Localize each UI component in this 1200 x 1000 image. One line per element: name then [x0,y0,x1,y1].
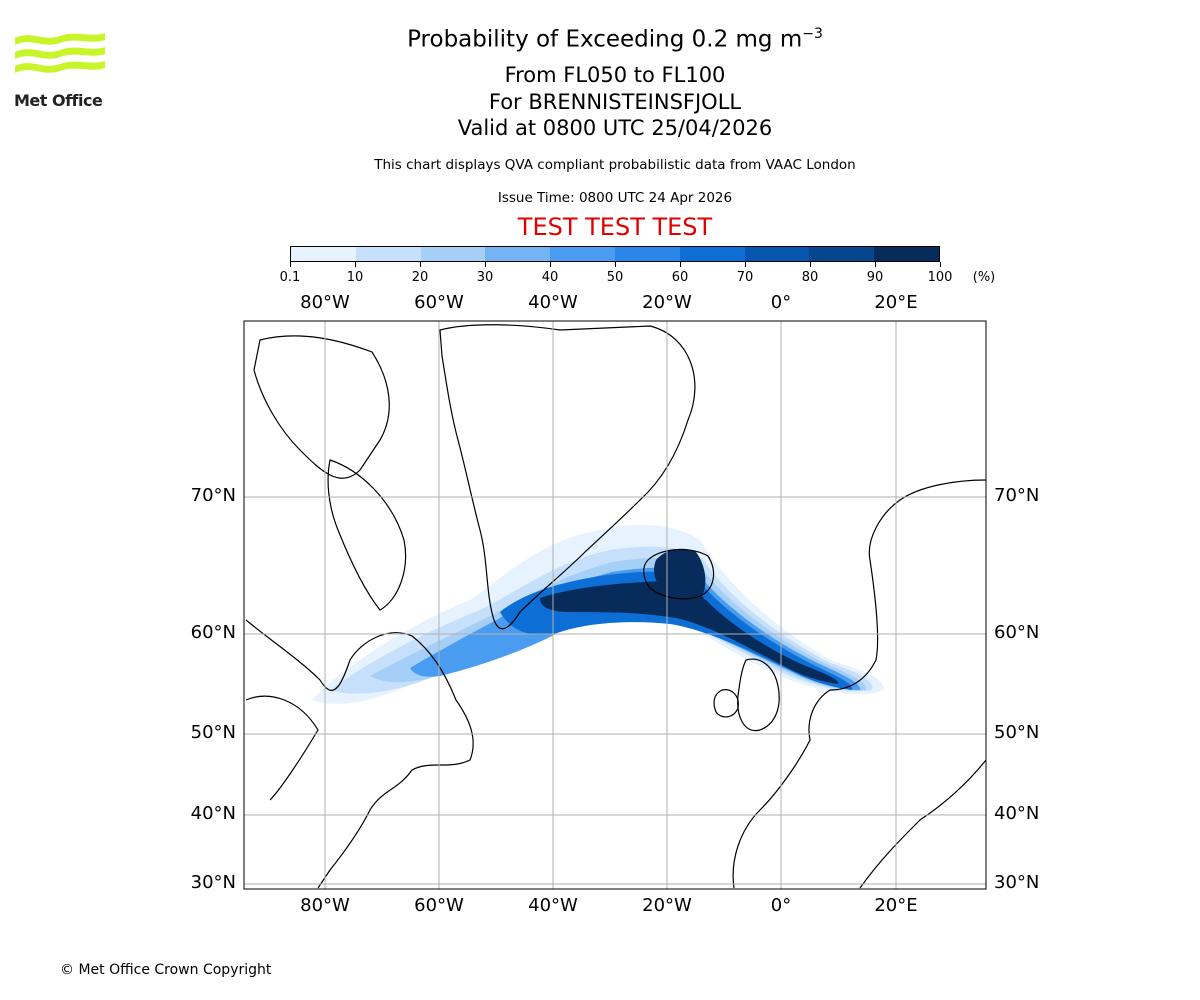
colorbar-tick-label: 70 [736,270,754,285]
met-office-wave-icon [15,33,105,73]
colorbar-tick-label: 10 [346,270,364,285]
colorbar-swatch [614,247,680,261]
latitude-label-right: 50°N [994,722,1040,743]
colorbar-tick-label: 20 [411,270,429,285]
longitude-label-top: 40°W [528,292,578,313]
colorbar-swatch [485,247,551,261]
greenland-coast [439,324,696,630]
mediterranean-coast [859,759,987,889]
latitude-label-right: 30°N [994,872,1040,893]
colorbar-tick-mark [355,262,356,267]
colorbar-swatch [874,247,939,261]
latitude-label-right: 70°N [994,485,1040,506]
iceland-coast [643,549,715,600]
colorbar-tick-label: 40 [541,270,559,285]
longitude-label-bottom: 20°W [642,895,692,916]
map-gridlines [244,321,986,889]
colorbar-tick-label: 0.1 [279,270,301,285]
latitude-label-right: 40°N [994,803,1040,824]
ash-plume [312,525,884,704]
colorbar-unit: (%) [972,270,996,285]
colorbar-tick-mark [875,262,876,267]
longitude-label-bottom: 0° [770,895,792,916]
colorbar-tick-mark [680,262,681,267]
colorbar-swatch [291,247,356,261]
map-frame [243,320,987,890]
colorbar-swatch [355,247,421,261]
colorbar-tick-label: 60 [671,270,689,285]
chart-subtitle: This chart displays QVA compliant probab… [374,157,856,173]
colorbar-tick-mark [745,262,746,267]
colorbar-tick-label: 100 [927,270,953,285]
latitude-label-right: 60°N [994,622,1040,643]
colorbar-tick-mark [940,262,941,267]
colorbar-tick-label: 90 [866,270,884,285]
colorbar-tick-mark [420,262,421,267]
longitude-label-top: 80°W [300,292,350,313]
latitude-label-left: 30°N [190,872,236,893]
arctic-islands-coast [253,335,390,479]
longitude-label-bottom: 60°W [414,895,464,916]
colorbar-tick-label: 30 [476,270,494,285]
longitude-label-bottom: 80°W [300,895,350,916]
latitude-label-left: 40°N [190,803,236,824]
coastlines [245,324,987,889]
copyright-notice: © Met Office Crown Copyright [60,962,272,978]
longitude-label-top: 60°W [414,292,464,313]
colorbar-swatch [679,247,745,261]
great-britain-coast [737,658,780,732]
hudson-bay-coast [245,695,319,801]
met-office-logo: Met Office [12,28,112,118]
colorbar-tick-mark [615,262,616,267]
latitude-label-left: 50°N [190,722,236,743]
colorbar-swatch [744,247,810,261]
ireland-coast [713,689,739,718]
probability-colorbar [290,246,940,262]
longitude-label-bottom: 20°E [874,895,918,916]
colorbar-tick-label: 50 [606,270,624,285]
issue-time: Issue Time: 0800 UTC 24 Apr 2026 [497,190,733,206]
valid-time: Valid at 0800 UTC 25/04/2026 [457,116,773,140]
test-banner: TEST TEST TEST [517,213,713,241]
flight-level-range: From FL050 to FL100 [504,63,726,87]
colorbar-swatch [809,247,875,261]
colorbar-tick-mark [485,262,486,267]
colorbar-tick-mark [550,262,551,267]
colorbar-tick-label: 80 [801,270,819,285]
chart-title: Probability of Exceeding 0.2 mg m−3 [340,26,890,53]
baffin-coast [327,459,407,611]
longitude-label-top: 20°W [642,292,692,313]
longitude-label-top: 0° [770,292,792,313]
colorbar-tick-mark [290,262,291,267]
chart-title-exponent: −3 [802,26,823,42]
longitude-label-top: 20°E [874,292,918,313]
chart-title-text: Probability of Exceeding 0.2 mg m [407,26,803,53]
north-america-coast [245,619,474,889]
colorbar-tick-mark [810,262,811,267]
europe-coast [732,479,987,889]
latitude-label-left: 60°N [190,622,236,643]
latitude-label-left: 70°N [190,485,236,506]
volcano-name: For BRENNISTEINSFJOLL [488,90,742,114]
plume-probability-band [540,581,839,684]
colorbar-swatch [420,247,486,261]
colorbar-swatch [550,247,615,261]
logo-wordmark: Met Office [14,91,103,110]
longitude-label-bottom: 40°W [528,895,578,916]
